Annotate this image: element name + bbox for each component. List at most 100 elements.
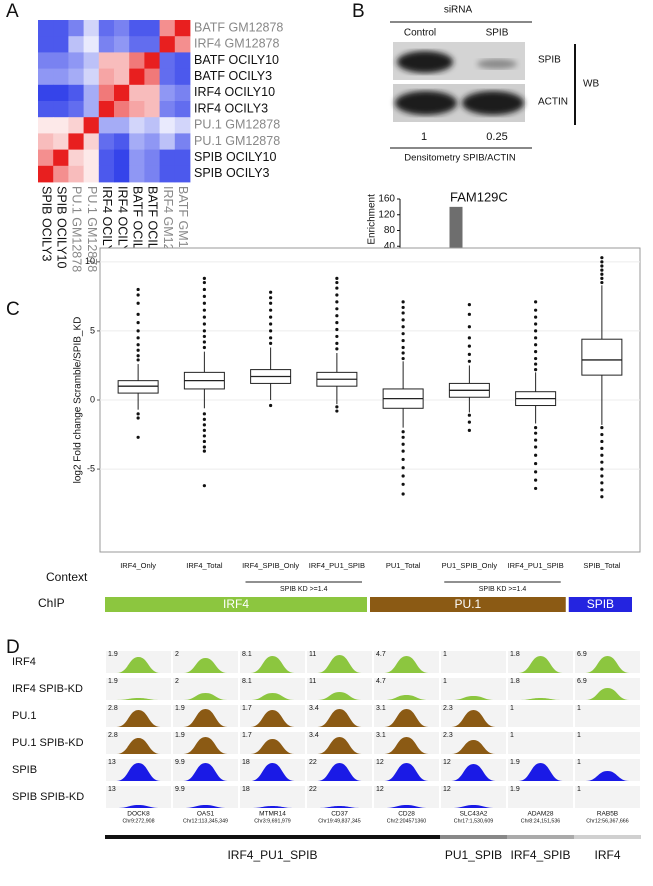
outlier <box>534 478 538 482</box>
track-scale: 13 <box>108 759 116 766</box>
outlier <box>136 301 140 305</box>
heatmap-cell <box>68 165 84 183</box>
heatmap-cell <box>159 84 176 102</box>
track-cell <box>240 786 305 808</box>
heatmap-cell <box>144 165 160 183</box>
outlier <box>401 466 405 470</box>
heatmap-cell <box>114 117 130 134</box>
heatmap-cell <box>114 52 130 69</box>
outlier <box>467 312 471 316</box>
outlier <box>600 276 604 280</box>
peak <box>384 695 429 700</box>
heatmap-cell <box>129 165 145 183</box>
heatmap-cell <box>114 20 130 37</box>
outlier <box>136 343 140 347</box>
heatmap-cell <box>144 84 160 102</box>
y-tick-label: 10 <box>85 256 95 266</box>
track-scale: 22 <box>309 759 317 766</box>
outlier <box>269 403 273 408</box>
track-scale: 3.1 <box>376 705 386 712</box>
outlier <box>401 338 405 343</box>
heatmap-cell <box>53 165 69 183</box>
outlier <box>401 351 405 355</box>
heatmap-cell <box>159 165 176 183</box>
track-scale: 1.7 <box>242 705 252 712</box>
chart-title: FAM129C <box>450 189 508 204</box>
outlier <box>534 329 538 333</box>
y-tick-label: 80 <box>384 225 396 236</box>
heatmap-cell <box>68 52 84 69</box>
heatmap-cell <box>38 165 54 183</box>
outlier <box>600 264 604 268</box>
bracket-label: SPIB KD >=1.4 <box>479 586 527 593</box>
peak <box>183 763 228 781</box>
peak <box>451 764 496 781</box>
heatmap-cell <box>68 84 84 102</box>
peak <box>518 656 563 673</box>
track-cell <box>575 759 640 781</box>
chip-group <box>370 597 566 612</box>
track-cell <box>374 678 439 700</box>
outlier <box>335 286 339 290</box>
peak <box>384 805 429 808</box>
outlier <box>401 332 405 336</box>
peak <box>116 738 161 754</box>
heatmap-cell <box>83 68 100 86</box>
outlier <box>202 445 206 449</box>
heatmap-cell <box>83 36 100 53</box>
track-cell <box>575 732 640 754</box>
outlier <box>534 300 538 304</box>
outlier <box>600 481 604 485</box>
chip-group <box>105 597 367 612</box>
heatmap-cell <box>114 101 130 118</box>
heatmap-cell <box>53 20 69 37</box>
track-scale: 8.1 <box>242 651 252 658</box>
outlier <box>202 315 206 319</box>
heatmap-cell <box>129 20 145 37</box>
heatmap-cell <box>98 52 115 69</box>
outlier <box>467 336 471 340</box>
heatmap-cell <box>144 133 160 150</box>
outlier <box>600 439 604 444</box>
heatmap-cell <box>159 52 176 69</box>
heatmap-cell <box>114 36 130 53</box>
gene-label: ADAM28 <box>527 811 553 818</box>
outlier <box>335 280 339 285</box>
outlier <box>269 308 273 312</box>
outlier <box>335 307 339 311</box>
outlier <box>534 431 538 435</box>
track-scale: 3.4 <box>309 705 319 712</box>
gene-label: CD37 <box>331 811 348 818</box>
outlier <box>600 280 604 285</box>
outlier <box>335 276 339 280</box>
heatmap-cell <box>144 52 160 69</box>
group-label: IRF4_PU1_SPIB <box>227 848 317 862</box>
track-cell <box>441 678 506 700</box>
heatmap-cell <box>129 133 145 150</box>
track-scale: 12 <box>376 786 384 793</box>
row-label: SPIB OCILY10 <box>194 150 276 164</box>
outlier <box>401 345 405 350</box>
peak <box>451 805 496 808</box>
peak <box>317 763 362 781</box>
heatmap-cell <box>83 20 100 37</box>
heatmap-cell <box>98 149 115 167</box>
peak <box>585 656 630 673</box>
heatmap-cell <box>68 149 84 167</box>
outlier <box>467 413 471 417</box>
heatmap-cell <box>98 36 115 53</box>
outlier <box>600 467 604 471</box>
heatmap-cell <box>114 133 130 150</box>
heatmap-cell <box>83 52 100 69</box>
outlier <box>202 428 206 432</box>
gene-label: SLC43A2 <box>460 811 488 818</box>
heatmap-cell <box>114 68 130 86</box>
outlier <box>600 256 604 260</box>
track-scale: 11 <box>309 651 316 658</box>
heatmap-cell <box>68 36 84 53</box>
track-scale: 1 <box>443 678 447 685</box>
heatmap-cell <box>144 20 160 37</box>
peak <box>317 692 362 700</box>
track-scale: 1 <box>577 759 581 766</box>
